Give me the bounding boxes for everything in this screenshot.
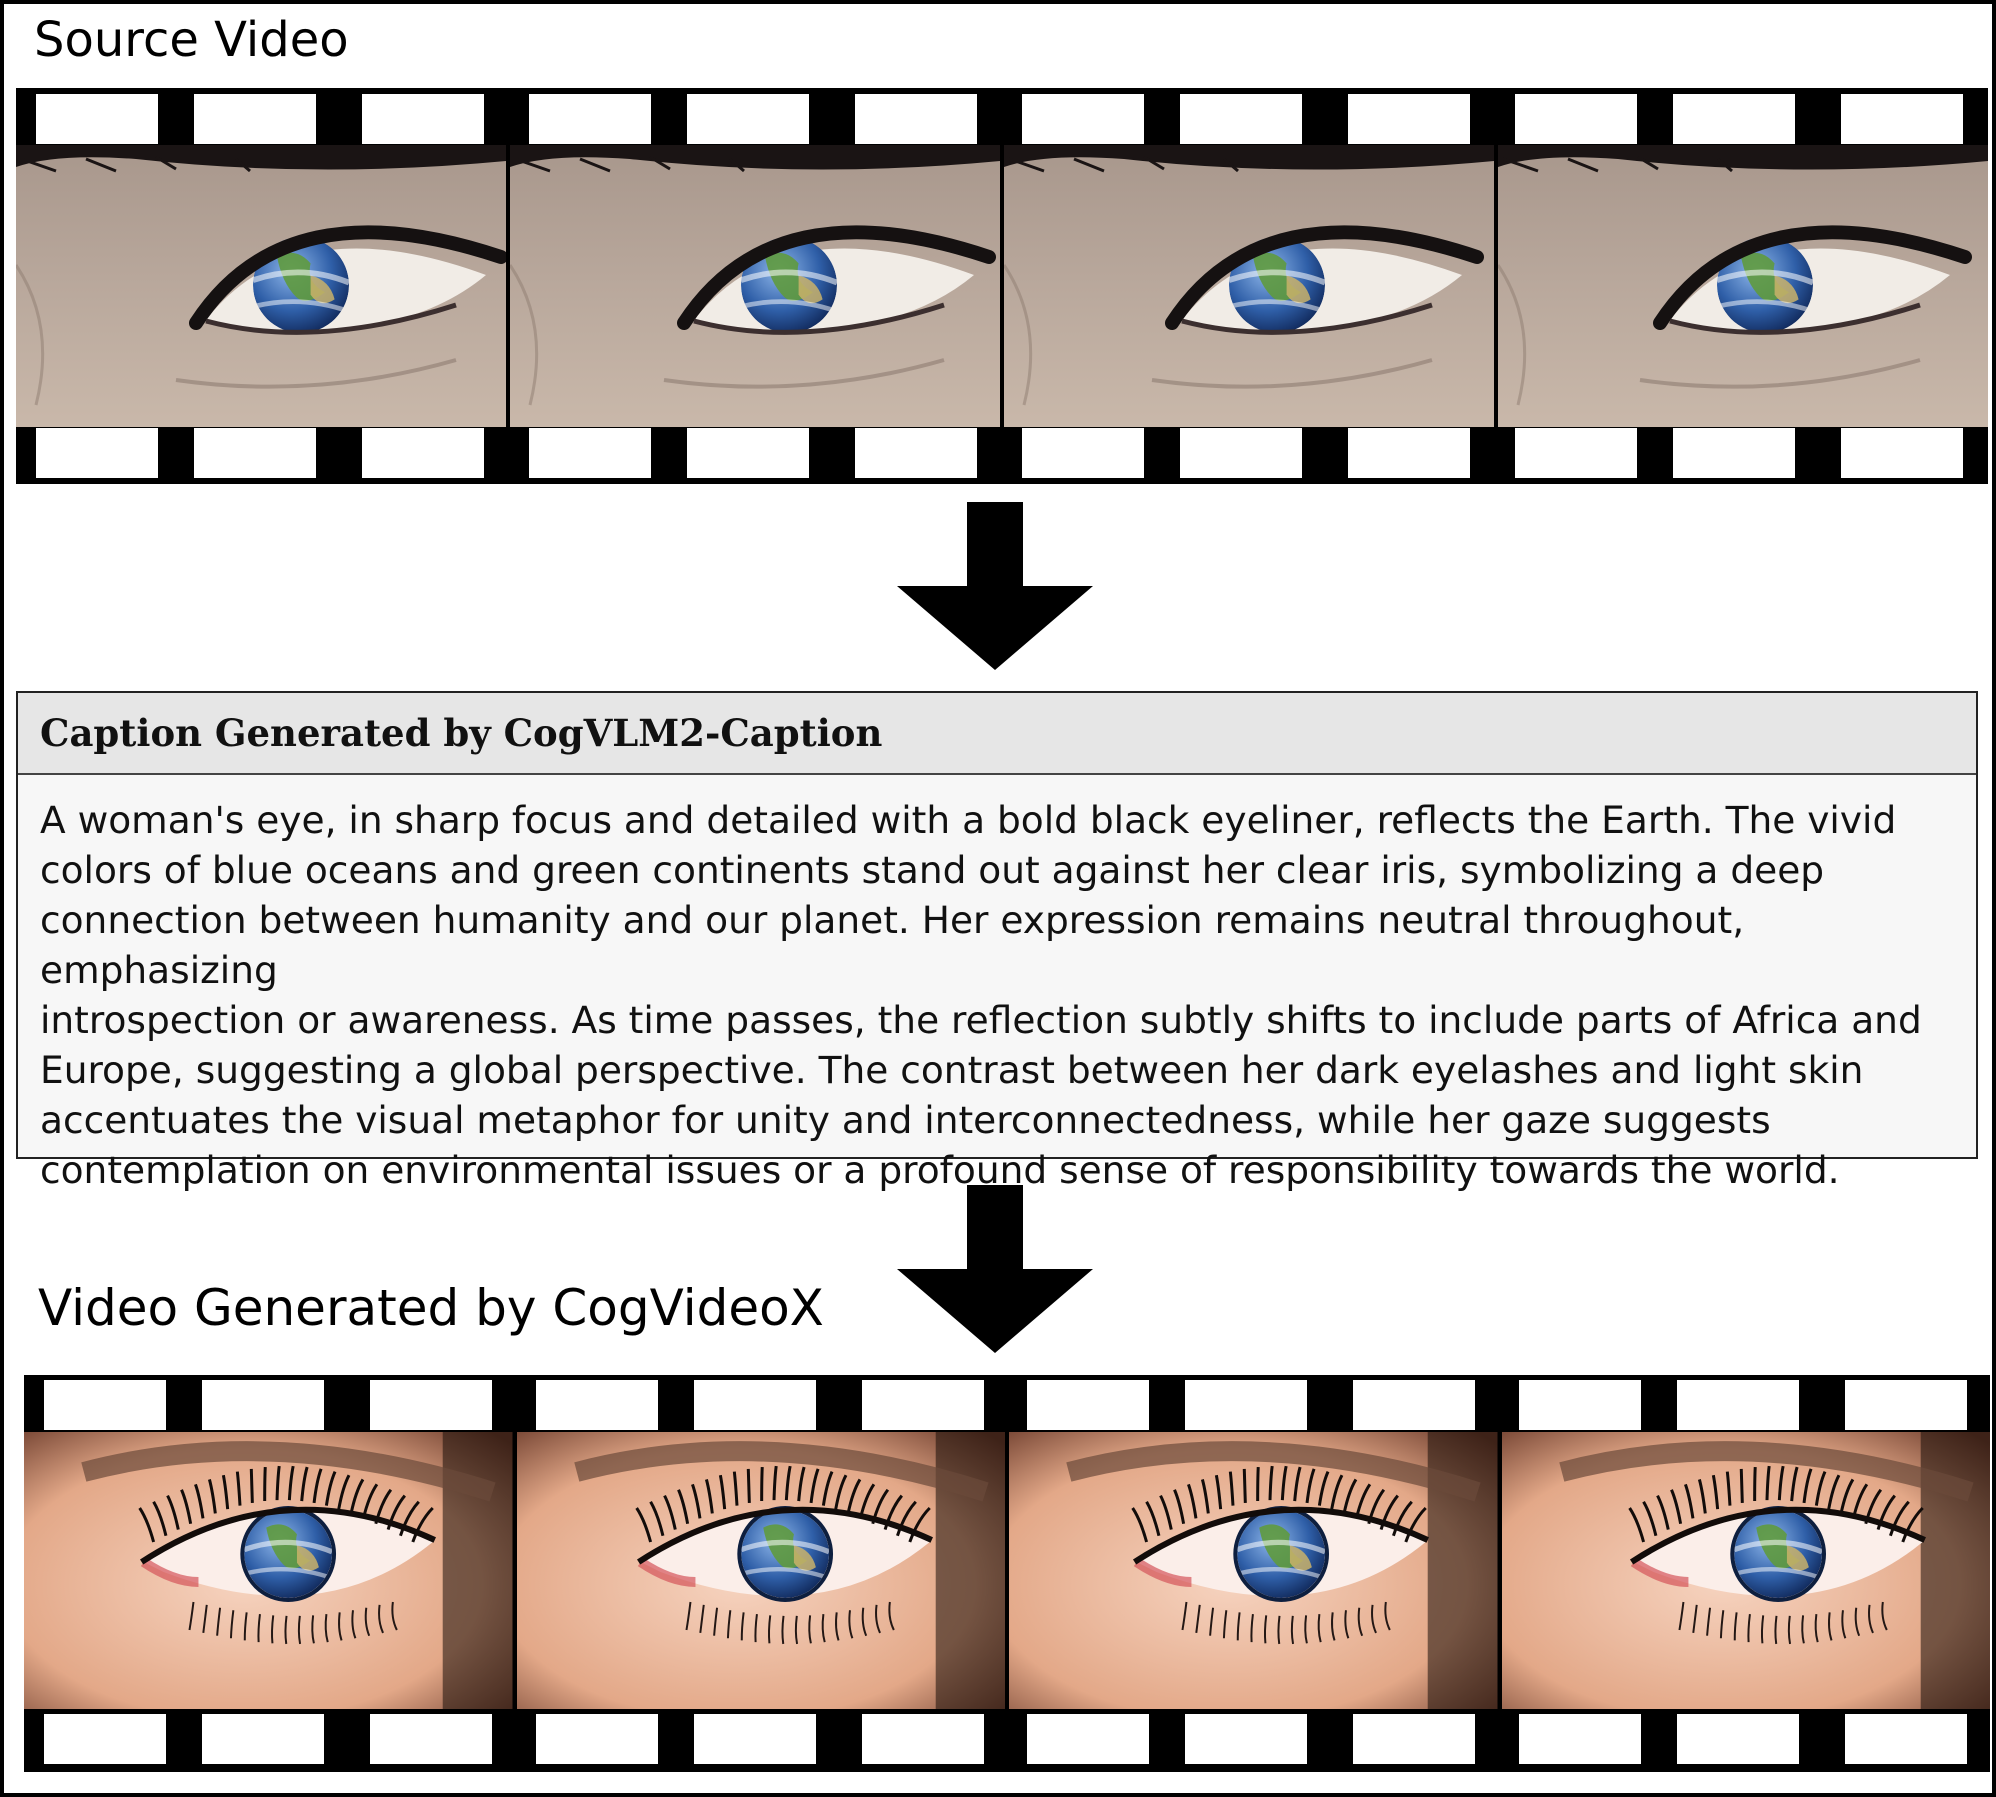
generated-frame-4	[1501, 1432, 1990, 1709]
perforation-hole	[1022, 428, 1144, 478]
perforation-hole	[1518, 1380, 1641, 1430]
perforation-hole	[1348, 428, 1470, 478]
perforation-hole	[1353, 1380, 1475, 1430]
filmstrip-perforations-bottom	[24, 1714, 1990, 1764]
perforation-hole	[1027, 1714, 1149, 1764]
perforation-hole	[1844, 1714, 1967, 1764]
perforation-hole	[44, 1714, 166, 1764]
generated-video-filmstrip	[24, 1375, 1990, 1772]
perforation-hole	[529, 428, 651, 478]
perforation-hole	[202, 1380, 324, 1430]
perforation-hole	[535, 1380, 658, 1430]
eye-image	[516, 1432, 1005, 1709]
caption-panel-header: Caption Generated by CogVLM2-Caption	[18, 693, 1976, 775]
perforation-hole	[1185, 1380, 1307, 1430]
perforation-hole	[1353, 1714, 1475, 1764]
perforation-hole	[693, 1714, 816, 1764]
source-frame-4	[1498, 145, 1988, 427]
eye-image	[1498, 145, 1988, 427]
perforation-hole	[202, 1714, 324, 1764]
caption-text: A woman's eye, in sharp focus and detail…	[40, 798, 1922, 1192]
generated-video-frames	[24, 1432, 1990, 1709]
perforation-hole	[855, 428, 977, 478]
perforation-hole	[36, 94, 158, 144]
eye-image	[24, 1432, 513, 1709]
perforation-hole	[861, 1714, 984, 1764]
generated-frame-3	[1009, 1432, 1498, 1709]
filmstrip-perforations-top	[24, 1380, 1990, 1430]
eye-image	[16, 145, 506, 427]
perforation-hole	[1515, 94, 1637, 144]
perforation-hole	[1348, 94, 1470, 144]
perforation-hole	[370, 1380, 492, 1430]
perforation-hole	[1518, 1714, 1641, 1764]
source-frame-1	[16, 145, 506, 427]
perforation-hole	[194, 94, 316, 144]
generated-video-title: Video Generated by CogVideoX	[38, 1279, 824, 1337]
eye-image	[1009, 1432, 1498, 1709]
perforation-hole	[1841, 94, 1963, 144]
perforation-hole	[1027, 1380, 1149, 1430]
filmstrip-perforations-bottom	[16, 428, 1988, 478]
perforation-hole	[362, 94, 484, 144]
caption-panel-title: Caption Generated by CogVLM2-Caption	[40, 711, 883, 755]
perforation-hole	[693, 1380, 816, 1430]
perforation-hole	[687, 94, 809, 144]
perforation-hole	[855, 94, 977, 144]
down-arrow-icon	[897, 502, 1093, 670]
perforation-hole	[362, 428, 484, 478]
perforation-hole	[687, 428, 809, 478]
perforation-hole	[1676, 1380, 1799, 1430]
perforation-hole	[1185, 1714, 1307, 1764]
perforation-hole	[535, 1714, 658, 1764]
down-arrow-icon	[897, 1185, 1093, 1353]
source-video-title: Source Video	[34, 12, 349, 68]
perforation-hole	[194, 428, 316, 478]
generated-frame-1	[24, 1432, 513, 1709]
perforation-hole	[1844, 1380, 1967, 1430]
perforation-hole	[529, 94, 651, 144]
perforation-hole	[1841, 428, 1963, 478]
perforation-hole	[1673, 428, 1795, 478]
perforation-hole	[36, 428, 158, 478]
perforation-hole	[1676, 1714, 1799, 1764]
perforation-hole	[1180, 428, 1302, 478]
perforation-hole	[1673, 94, 1795, 144]
generated-frame-2	[516, 1432, 1005, 1709]
eye-image	[1501, 1432, 1990, 1709]
eye-image	[1004, 145, 1494, 427]
perforation-hole	[1180, 94, 1302, 144]
source-video-filmstrip	[16, 88, 1988, 484]
perforation-hole	[861, 1380, 984, 1430]
source-frame-2	[510, 145, 1000, 427]
caption-panel: Caption Generated by CogVLM2-Caption A w…	[16, 691, 1978, 1192]
eye-image	[510, 145, 1000, 427]
perforation-hole	[44, 1380, 166, 1430]
source-video-frames	[16, 145, 1988, 427]
source-frame-3	[1004, 145, 1494, 427]
perforation-hole	[1515, 428, 1637, 478]
perforation-hole	[370, 1714, 492, 1764]
perforation-hole	[1022, 94, 1144, 144]
filmstrip-perforations-top	[16, 94, 1988, 144]
